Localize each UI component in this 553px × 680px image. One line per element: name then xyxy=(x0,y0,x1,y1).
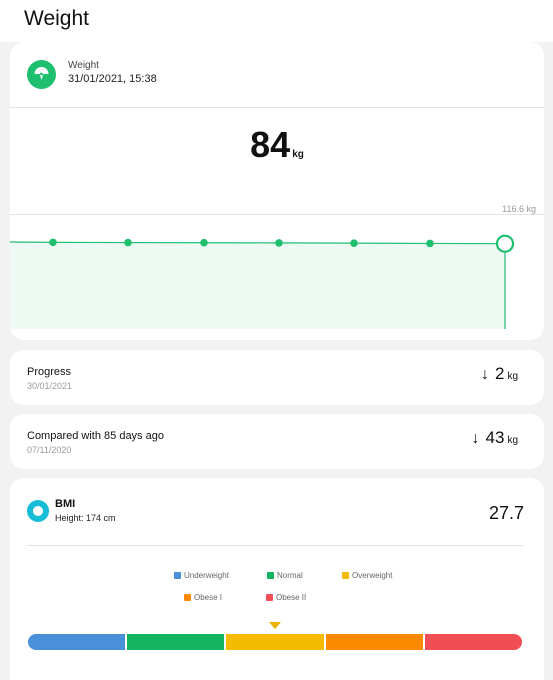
weight-trend-chart[interactable] xyxy=(10,214,544,329)
bmi-seg-normal xyxy=(127,634,225,650)
data-point[interactable] xyxy=(275,239,283,247)
selected-data-point[interactable] xyxy=(495,234,515,253)
bmi-card[interactable]: BMI Height: 174 cm 27.7 Underweight Norm… xyxy=(10,478,544,680)
legend-swatch xyxy=(342,572,349,579)
progress-card[interactable]: Progress 30/01/2021 ↓ 2 kg xyxy=(10,350,544,405)
weight-label: Weight xyxy=(68,60,99,71)
bmi-title: BMI xyxy=(55,498,76,510)
bmi-icon xyxy=(27,500,49,522)
chart-max-label: 116.6 kg xyxy=(502,204,536,214)
legend-swatch xyxy=(267,572,274,579)
legend-normal: Normal xyxy=(267,571,303,580)
bmi-value: 27.7 xyxy=(488,503,524,523)
progress-unit: kg xyxy=(507,371,518,382)
data-point[interactable] xyxy=(350,239,358,247)
compared-card[interactable]: Compared with 85 days ago 07/11/2020 ↓ 4… xyxy=(10,414,544,469)
progress-title: Progress xyxy=(27,366,72,378)
bmi-seg-obese-1 xyxy=(325,634,423,650)
compared-change: ↓ 43 kg xyxy=(472,428,518,450)
progress-date: 30/01/2021 xyxy=(27,381,73,391)
bmi-pointer-icon xyxy=(269,622,281,629)
bmi-seg-obese-2 xyxy=(424,634,523,650)
compared-unit: kg xyxy=(507,435,518,446)
legend-overweight: Overweight xyxy=(342,571,392,580)
data-point[interactable] xyxy=(124,238,132,247)
legend-swatch xyxy=(174,572,181,579)
data-point[interactable] xyxy=(200,238,208,247)
chart-area xyxy=(10,242,505,329)
legend-obese-2: Obese II xyxy=(266,593,306,602)
divider xyxy=(10,107,544,108)
progress-change: ↓ 2 kg xyxy=(481,364,518,386)
compared-value: 43 xyxy=(485,428,505,447)
legend-obese-1: Obese I xyxy=(184,593,222,602)
bmi-height: Height: 174 cm xyxy=(55,513,116,523)
weight-card[interactable]: Weight 31/01/2021, 15:38 84 kg 116.6 kg xyxy=(10,42,544,340)
current-weight-unit: kg xyxy=(292,149,304,160)
divider xyxy=(27,545,524,546)
compared-date: 07/11/2020 xyxy=(27,445,72,455)
arrow-down-icon: ↓ xyxy=(480,366,489,383)
legend-swatch xyxy=(184,594,191,601)
weight-datetime: 31/01/2021, 15:38 xyxy=(68,73,157,85)
data-point[interactable] xyxy=(49,238,57,247)
bmi-scale-bar xyxy=(28,634,523,650)
current-weight: 84 kg xyxy=(10,124,544,166)
current-weight-value: 84 xyxy=(250,124,291,165)
legend-swatch xyxy=(266,594,273,601)
bmi-seg-overweight xyxy=(226,634,324,650)
bmi-seg-underweight xyxy=(28,634,126,650)
progress-value: 2 xyxy=(494,364,505,383)
app-header: Weight xyxy=(0,0,553,42)
data-point[interactable] xyxy=(426,239,434,248)
page-title: Weight xyxy=(24,7,89,30)
scale-icon xyxy=(27,60,56,89)
arrow-down-icon: ↓ xyxy=(471,430,480,447)
compared-title: Compared with 85 days ago xyxy=(27,430,164,442)
series-line xyxy=(10,241,506,245)
legend-underweight: Underweight xyxy=(174,571,229,580)
